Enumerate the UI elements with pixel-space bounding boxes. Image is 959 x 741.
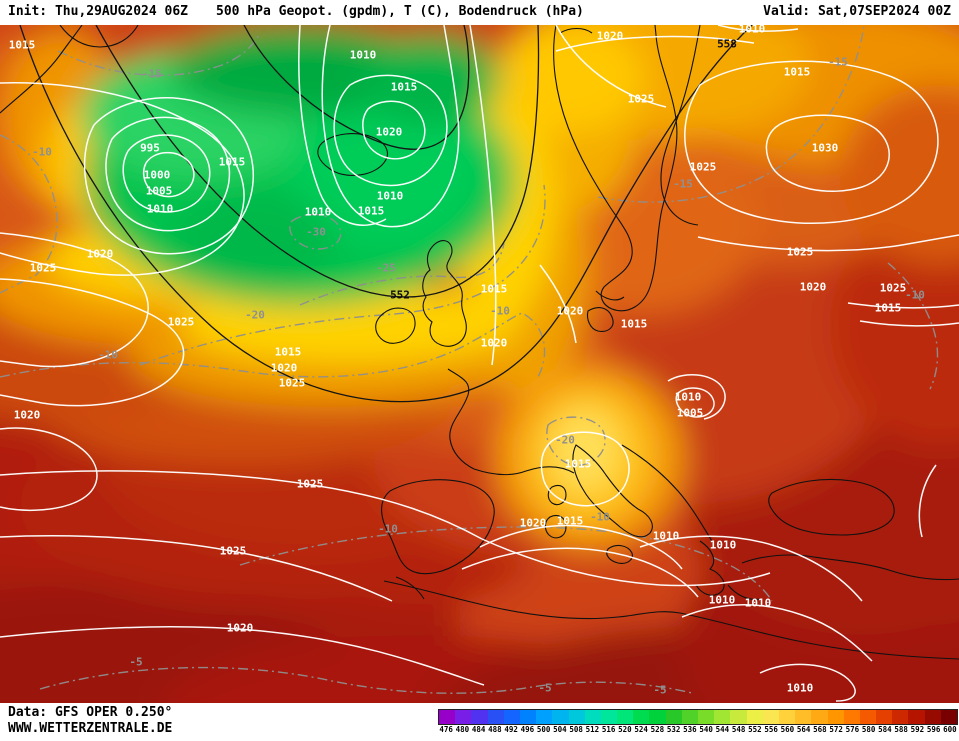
colorbar-tick: 496	[520, 725, 535, 734]
colorbar-tick: 592	[910, 725, 925, 734]
colorbar-tick: 584	[878, 725, 892, 734]
colorbar-segment	[439, 710, 456, 724]
colorbar	[438, 709, 958, 725]
colorbar-tick: 588	[894, 725, 908, 734]
colorbar-tick: 504	[553, 725, 567, 734]
map-header: Init: Thu,29AUG2024 06Z 500 hPa Geopot. …	[0, 0, 959, 25]
colorbar-segment	[827, 710, 844, 724]
colorbar-tick: 528	[650, 725, 665, 734]
colorbar-segment	[568, 710, 585, 724]
colorbar-tick: 508	[569, 725, 583, 734]
colorbar-segment	[552, 710, 569, 724]
isotherm-lines	[0, 25, 939, 694]
colorbar-tick: 560	[780, 725, 795, 734]
colorbar-segment	[778, 710, 796, 724]
weather-map: 1015 995 1000 1005 1010 1015 1020 1025 1025 1020 1…	[0, 24, 959, 703]
colorbar-tick: 524	[634, 725, 648, 734]
colorbar-segment	[536, 710, 553, 724]
colorbar-segment	[940, 710, 957, 724]
colorbar-tick: 476	[439, 725, 453, 734]
colorbar-tick: 576	[845, 725, 860, 734]
colorbar-segment	[795, 710, 812, 724]
colorbar-segment	[600, 710, 618, 724]
colorbar-segment	[584, 710, 601, 724]
colorbar-segment	[471, 710, 488, 724]
colorbar-tick: 552	[748, 725, 762, 734]
colorbar-tick: 512	[585, 725, 600, 734]
colorbar-tick: 572	[829, 725, 843, 734]
colorbar-tick: 536	[683, 725, 697, 734]
colorbar-tick: 500	[536, 725, 551, 734]
colorbar-tick: 492	[504, 725, 518, 734]
colorbar-segment	[617, 710, 634, 724]
colorbar-segment	[455, 710, 472, 724]
colorbar-tick: 540	[699, 725, 713, 734]
website-label: WWW.WETTERZENTRALE.DE	[8, 721, 173, 736]
colorbar-tick: 532	[666, 725, 681, 734]
map-footer: Data: GFS OPER 0.250° WWW.WETTERZENTRALE…	[0, 703, 959, 741]
colorbar-tick: 488	[488, 725, 502, 734]
colorbar-segment	[487, 710, 504, 724]
geopotential-contour-lines	[19, 25, 753, 403]
colorbar-segment	[714, 710, 731, 724]
colorbar-tick: 564	[796, 725, 811, 734]
colorbar-tick: 548	[731, 725, 746, 734]
colorbar-segment	[924, 710, 941, 724]
colorbar-ticks: 476 480 484 488 492 496 500 504 508 512 516 520 524 5…	[438, 725, 958, 734]
colorbar-segment	[665, 710, 682, 724]
valid-time-label: Valid: Sat,07SEP2024 00Z	[763, 4, 951, 19]
colorbar-segment	[908, 710, 925, 724]
map-title: 500 hPa Geopot. (gpdm), T (C), Bodendruc…	[216, 4, 584, 19]
colorbar-segment	[746, 710, 763, 724]
colorbar-tick: 544	[715, 725, 730, 734]
colorbar-segment	[843, 710, 860, 724]
colorbar-segment	[730, 710, 747, 724]
isobar-lines	[0, 25, 959, 702]
colorbar-segment	[876, 710, 893, 724]
colorbar-segment	[633, 710, 650, 724]
colorbar-tick: 484	[471, 725, 486, 734]
colorbar-segment	[811, 710, 828, 724]
colorbar-tick: 516	[601, 725, 616, 734]
colorbar-segment	[519, 710, 537, 724]
weather-map-canvas	[0, 25, 959, 703]
colorbar-segment	[762, 710, 779, 724]
data-source-label: Data: GFS OPER 0.250°	[8, 705, 173, 720]
colorbar-segment	[649, 710, 666, 724]
init-time-label: Init: Thu,29AUG2024 06Z	[8, 4, 189, 19]
colorbar-segment	[859, 710, 877, 724]
colorbar-tick: 568	[813, 725, 827, 734]
colorbar-segment	[892, 710, 909, 724]
colorbar-tick: 520	[618, 725, 632, 734]
coastlines	[0, 25, 959, 660]
colorbar-tick: 596	[926, 725, 941, 734]
colorbar-segment	[503, 710, 520, 724]
colorbar-tick: 580	[861, 725, 876, 734]
colorbar-tick: 480	[455, 725, 470, 734]
colorbar-segment	[698, 710, 715, 724]
colorbar-segment	[681, 710, 698, 724]
colorbar-tick: 600	[943, 725, 957, 734]
colorbar-tick: 556	[764, 725, 778, 734]
